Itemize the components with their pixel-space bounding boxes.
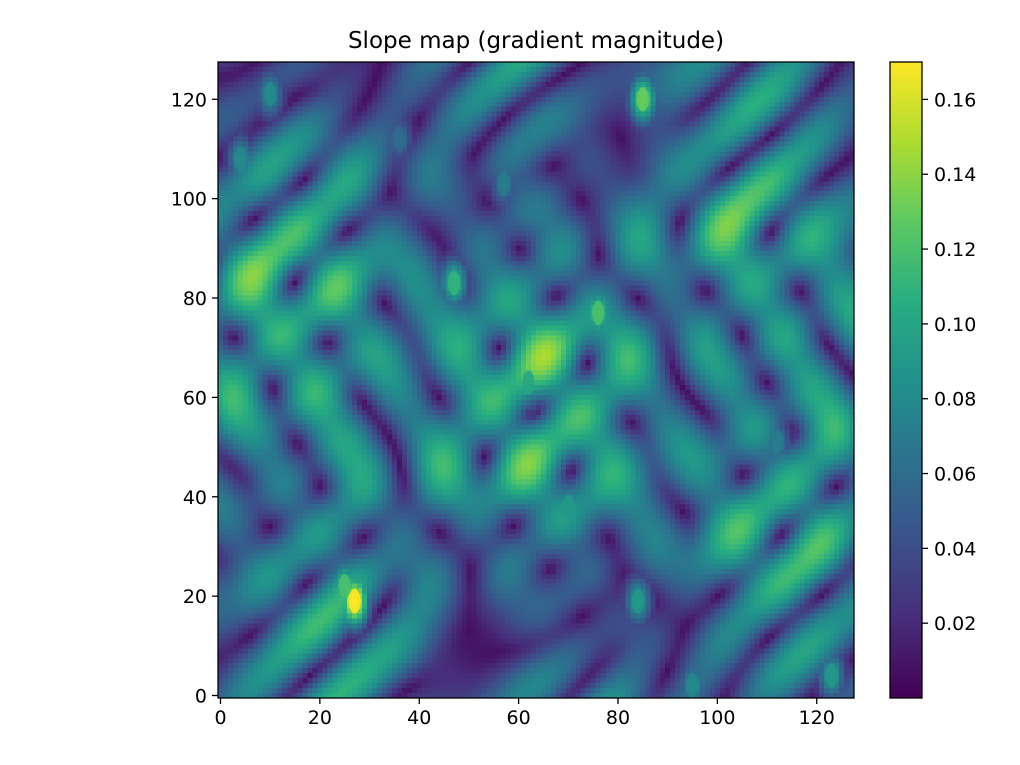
x-tick-label-2: 40 (407, 707, 431, 729)
colorbar-tick-label-6: 0.14 (934, 164, 976, 186)
x-tick-label-3: 60 (507, 707, 531, 729)
heatmap-hotspot-2 (636, 87, 649, 112)
heatmap-hotspot-5 (448, 271, 461, 296)
heatmap-hotspot-10 (686, 673, 699, 698)
colorbar-tick-label-0: 0.02 (934, 613, 976, 635)
colorbar-tick-label-5: 0.12 (934, 239, 976, 261)
colorbar-tick-label-4: 0.10 (934, 314, 976, 336)
heatmap-hotspot-14 (393, 127, 406, 152)
colorbar-gradient (890, 62, 922, 698)
chart-title: Slope map (gradient magnitude) (348, 28, 724, 54)
heatmap-hotspot-13 (497, 171, 510, 196)
y-tick-label-0: 0 (195, 686, 207, 708)
x-tick-label-0: 0 (214, 707, 226, 729)
x-tick-label-1: 20 (308, 707, 332, 729)
colorbar-frame (889, 61, 923, 699)
heatmap-hotspot-9 (234, 146, 247, 171)
colorbar-tick-label-1: 0.04 (934, 538, 976, 560)
heatmap-hotspot-3 (592, 300, 605, 325)
colorbar-ticks: 0.02 0.04 0.06 0.08 0.10 0.12 0.14 0.16 (922, 89, 976, 635)
heatmap-hotspot-4 (522, 370, 535, 395)
heatmap-hotspot-11 (825, 663, 838, 688)
heatmap-hotspot-6 (562, 494, 575, 519)
y-tick-label-5: 100 (171, 189, 207, 211)
colorbar-tick-label-2: 0.06 (934, 464, 976, 486)
y-axis: 0 20 40 60 80 100 120 (171, 89, 218, 708)
y-tick-label-1: 20 (183, 586, 207, 608)
plot-frame (217, 61, 855, 699)
y-tick-label-2: 40 (183, 487, 207, 509)
x-tick-label-6: 120 (799, 707, 835, 729)
heatmap-hotspot-7 (631, 589, 644, 614)
heatmap-hotspot-12 (770, 430, 783, 455)
heatmap-hotspot-8 (264, 82, 277, 107)
y-tick-label-6: 120 (171, 89, 207, 111)
y-tick-label-3: 60 (183, 387, 207, 409)
x-tick-label-4: 80 (606, 707, 630, 729)
x-axis: 0 20 40 60 80 100 120 (214, 698, 835, 729)
heatmap-hotspot-1 (338, 574, 351, 599)
colorbar: 0.02 0.04 0.06 0.08 0.10 0.12 0.14 0.16 (889, 61, 976, 699)
colorbar-tick-label-7: 0.16 (934, 89, 976, 111)
x-tick-label-5: 100 (699, 707, 735, 729)
heatmap-hotspot-0 (348, 589, 361, 614)
heatmap-hotspots (234, 82, 838, 698)
colorbar-tick-label-3: 0.08 (934, 389, 976, 411)
heatmap-plot-area (217, 61, 855, 699)
y-tick-label-4: 80 (183, 288, 207, 310)
heatmap-image (218, 62, 854, 698)
